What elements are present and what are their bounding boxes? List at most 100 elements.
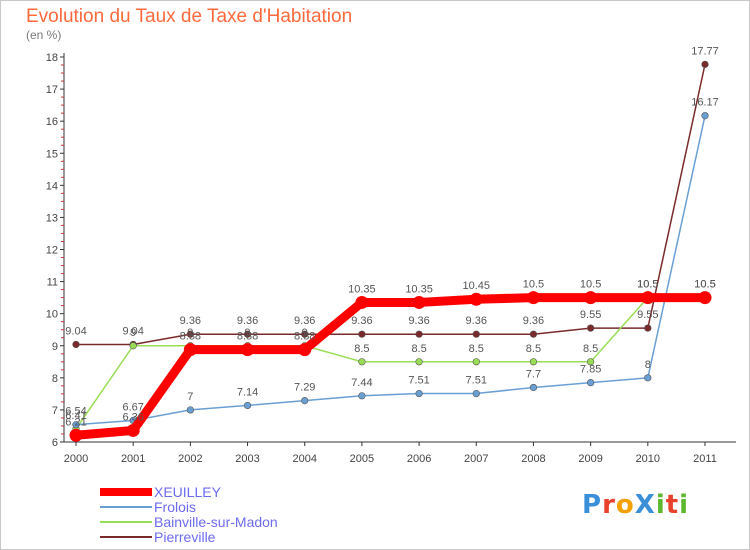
data-label: 7.14 (237, 386, 258, 398)
data-point (526, 291, 540, 305)
y-tick-label: 8 (52, 373, 58, 385)
data-point (129, 342, 137, 350)
axes: 6 7 8 9 10 11 12 13 14 15 16 17 18 2000 2001 2002 2003 20… (46, 52, 736, 465)
data-label: 8.5 (526, 343, 541, 355)
logo-letter: r (602, 490, 616, 520)
y-tick-label: 16 (46, 116, 58, 128)
series-line (75, 114, 706, 426)
data-label: 7.7 (526, 368, 541, 380)
data-point (701, 112, 709, 120)
data-label: 6.41 (65, 410, 86, 422)
y-tick-label: 14 (46, 180, 58, 192)
data-point (355, 295, 369, 309)
x-tick-label: 2004 (292, 453, 316, 465)
data-label: 6.21 (65, 416, 86, 428)
logo-letter: t (665, 490, 680, 520)
x-tick-label: 2008 (521, 453, 545, 465)
y-tick-label: 12 (46, 245, 58, 257)
x-tick-label: 2010 (636, 453, 660, 465)
data-point (587, 324, 595, 332)
legend-item-frolois: Frolois (100, 498, 278, 515)
data-label: 10.5 (580, 279, 601, 291)
data-label: 7.51 (466, 375, 487, 387)
y-tick-label: 17 (46, 84, 58, 96)
data-label: 9 (302, 327, 308, 339)
data-label: 6.67 (122, 402, 143, 414)
series-lines (69, 60, 712, 442)
data-point (243, 401, 252, 410)
data-point (241, 343, 255, 357)
data-point (186, 406, 194, 414)
data-label: 6.36 (122, 411, 143, 423)
data-label: 9.55 (637, 309, 658, 321)
data-label: 7.85 (580, 364, 601, 376)
data-point (644, 324, 652, 332)
legend-item-xeuilley: XEUILLEY (100, 484, 278, 500)
legend-swatch-frolois (100, 506, 152, 508)
data-label: 9 (187, 327, 193, 339)
data-label: 8.5 (469, 343, 484, 355)
data-point (701, 60, 709, 68)
data-label: 9.04 (65, 325, 86, 337)
x-tick-label: 2007 (464, 453, 488, 465)
data-point (301, 397, 309, 405)
y-tick-label: 13 (46, 212, 58, 224)
data-label: 10.5 (694, 279, 715, 291)
data-label: 7.51 (408, 375, 429, 387)
legend-label: Pierreville (154, 528, 216, 545)
data-label: 9 (244, 327, 250, 339)
data-label: 8.88 (180, 331, 201, 343)
data-label: 9.36 (466, 315, 487, 327)
legend-swatch-bainville (100, 521, 152, 523)
data-label: 16.17 (691, 97, 719, 109)
x-tick-label: 2001 (121, 453, 145, 465)
data-label: 9 (130, 327, 136, 339)
logo-letter: P (582, 490, 603, 520)
x-tick-label: 2003 (235, 453, 259, 465)
data-label: 10.5 (694, 279, 715, 291)
legend: XEUILLEY Frolois Bainville-sur-Madon Pie… (100, 484, 278, 545)
data-point (72, 340, 80, 349)
series-line (75, 63, 706, 346)
data-label: 10.45 (463, 280, 491, 292)
data-label: 9.55 (580, 309, 601, 321)
legend-item-pierreville: Pierreville (100, 528, 278, 545)
data-label: 10.5 (523, 279, 544, 291)
legend-label: Bainville-sur-Madon (154, 513, 278, 530)
logo-letter: o (615, 490, 635, 520)
data-label: 10.35 (405, 283, 433, 295)
y-tick-label: 15 (46, 148, 58, 160)
y-tick-label: 11 (47, 277, 58, 289)
data-point (529, 358, 538, 366)
data-point (469, 292, 483, 306)
legend-item-bainville: Bainville-sur-Madon (100, 513, 278, 530)
x-tick-label: 2006 (407, 453, 431, 465)
data-point (69, 428, 83, 442)
data-point (529, 330, 538, 338)
data-label: 8.5 (354, 343, 369, 355)
data-label: 8.5 (411, 343, 426, 355)
chart-subtitle: (en %) (26, 28, 62, 42)
data-point (587, 379, 595, 387)
data-point (415, 330, 423, 338)
data-label: 9.36 (180, 315, 201, 327)
proxiti-logo: ProXiti (582, 490, 689, 520)
x-tick-label: 2009 (578, 453, 602, 465)
data-point (698, 291, 712, 305)
y-tick-label: 6 (52, 437, 58, 449)
data-label: 10.5 (637, 279, 658, 291)
legend-swatch-pierreville (100, 536, 152, 538)
x-tick-label: 2002 (178, 453, 202, 465)
x-tick-label: 2000 (64, 453, 88, 465)
data-point (183, 343, 197, 357)
y-tick-label: 9 (52, 341, 58, 353)
data-labels: 6.21 6.36 8.88 8.88 8.88 10.35 10.35 10.45 10.5 1… (65, 45, 718, 428)
data-point (186, 330, 194, 338)
x-tick-label: 2005 (350, 453, 374, 465)
data-point (72, 421, 80, 429)
data-label: 9.36 (294, 315, 315, 327)
data-point (412, 295, 426, 309)
logo-letter: i (655, 490, 666, 520)
y-tick-label: 7 (52, 405, 58, 417)
legend-label: Frolois (154, 498, 197, 515)
